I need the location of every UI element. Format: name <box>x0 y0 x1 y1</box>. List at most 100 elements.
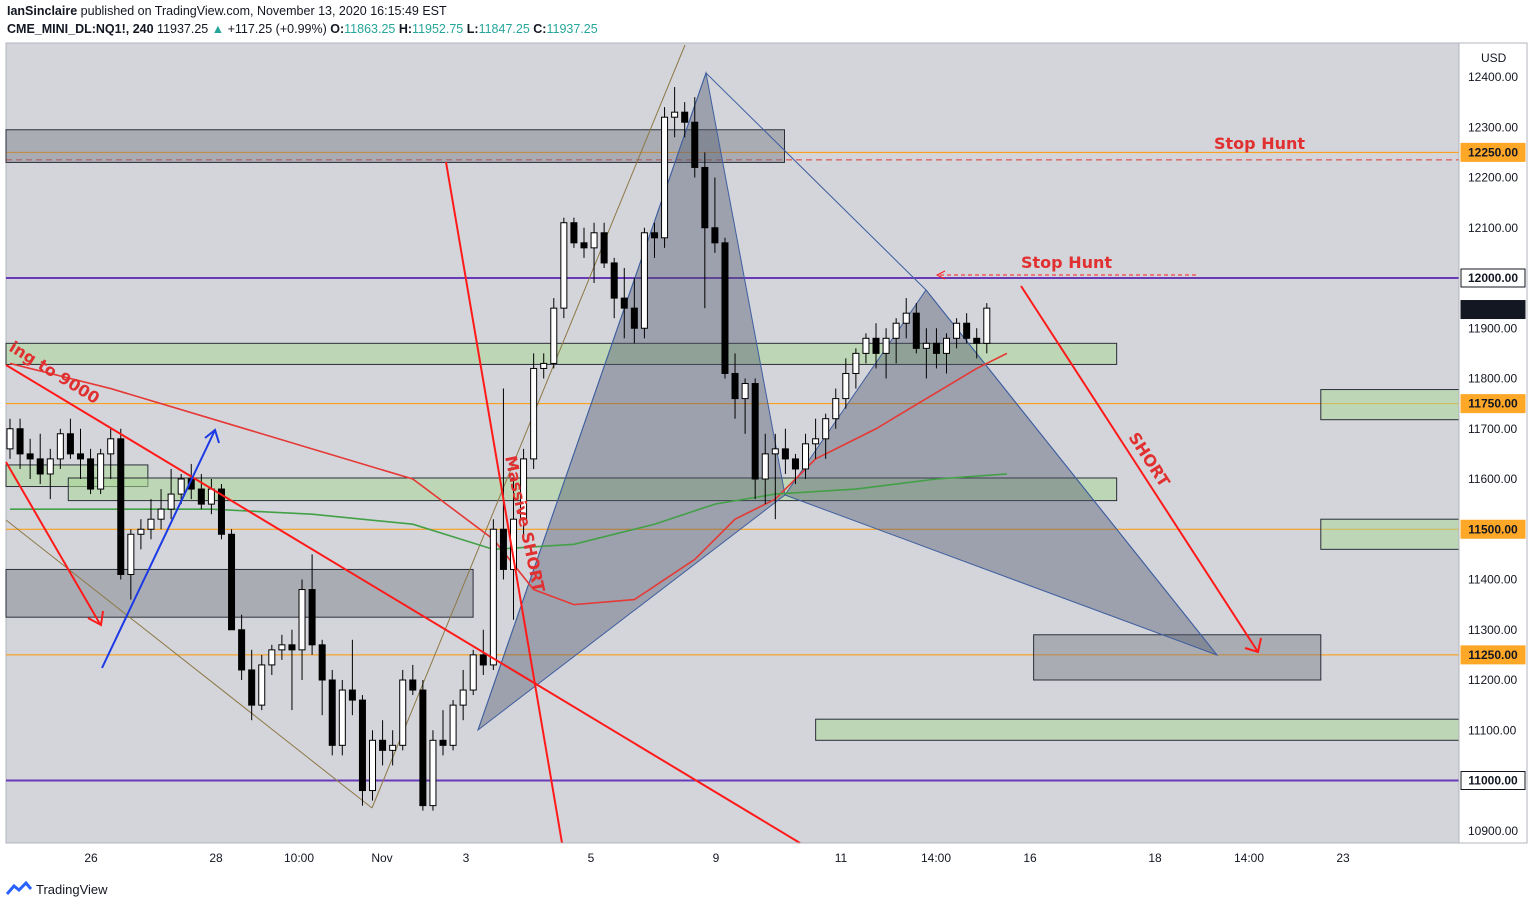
candle-62[interactable] <box>630 278 638 344</box>
supply-zone-0[interactable] <box>5 129 785 163</box>
symbol-label[interactable]: CME_MINI_DL:NQ1!, 240 <box>7 22 154 36</box>
candle-82[interactable] <box>832 388 840 429</box>
candle-66[interactable] <box>671 87 679 138</box>
candle-36[interactable] <box>369 730 377 801</box>
candle-58[interactable] <box>590 222 598 284</box>
candle-14[interactable] <box>147 499 155 540</box>
candle-72[interactable] <box>731 353 739 419</box>
candle-61[interactable] <box>620 267 628 339</box>
candle-63[interactable] <box>640 227 648 339</box>
candle-4[interactable] <box>46 448 54 500</box>
candle-94[interactable] <box>953 318 961 349</box>
candle-77[interactable] <box>781 428 789 474</box>
candle-6[interactable] <box>66 418 74 459</box>
candle-5[interactable] <box>56 428 64 469</box>
candle-44[interactable] <box>449 700 457 751</box>
candle-10[interactable] <box>107 428 115 479</box>
candle-23[interactable] <box>238 614 246 680</box>
candle-60[interactable] <box>610 257 618 319</box>
demand-zone-5[interactable] <box>67 477 1118 502</box>
candle-88[interactable] <box>892 318 900 364</box>
price-tag-0[interactable]: 12250.00 <box>1460 142 1526 162</box>
candle-9[interactable] <box>97 448 105 495</box>
candle-69[interactable] <box>701 152 709 309</box>
candle-89[interactable] <box>902 298 910 339</box>
candle-55[interactable] <box>560 217 568 319</box>
candle-64[interactable] <box>650 222 658 258</box>
candle-78[interactable] <box>791 453 799 485</box>
annotation-1[interactable]: Stop Hunt <box>1021 253 1112 272</box>
price-tag-4[interactable]: 11500.00 <box>1460 519 1526 539</box>
candle-79[interactable] <box>802 433 810 479</box>
candle-29[interactable] <box>298 579 306 681</box>
candle-96[interactable] <box>973 328 981 359</box>
candle-75[interactable] <box>761 433 769 505</box>
candle-68[interactable] <box>691 97 699 178</box>
candle-24[interactable] <box>248 649 256 721</box>
candle-90[interactable] <box>912 303 920 354</box>
candle-30[interactable] <box>308 554 316 655</box>
demand-zone-3[interactable] <box>5 342 1118 365</box>
candle-56[interactable] <box>570 217 578 248</box>
candle-95[interactable] <box>963 313 971 344</box>
blue-up-arrow-line[interactable] <box>101 429 216 669</box>
candle-87[interactable] <box>882 328 890 379</box>
demand-zone-7[interactable] <box>1320 518 1460 550</box>
candle-48[interactable] <box>489 519 497 670</box>
candle-53[interactable] <box>540 353 548 379</box>
candle-0[interactable] <box>6 418 14 459</box>
candle-74[interactable] <box>751 378 759 500</box>
candle-86[interactable] <box>872 323 880 369</box>
candle-12[interactable] <box>127 529 135 600</box>
candle-13[interactable] <box>137 519 145 550</box>
candle-22[interactable] <box>228 529 236 631</box>
candle-51[interactable] <box>520 448 528 540</box>
moving-average-line-0[interactable] <box>9 352 1008 606</box>
candle-80[interactable] <box>812 418 820 459</box>
harmonic-pattern-outline[interactable] <box>477 72 1218 731</box>
candle-39[interactable] <box>399 669 407 751</box>
trend-line-rising[interactable] <box>371 44 686 809</box>
candle-65[interactable] <box>661 107 669 248</box>
candle-40[interactable] <box>409 664 417 696</box>
candle-92[interactable] <box>932 328 940 369</box>
price-tag-6[interactable]: 11000.00 <box>1460 771 1526 790</box>
massive-short-line[interactable] <box>445 161 563 844</box>
price-tag-2[interactable]: 11937.25 <box>1460 300 1526 320</box>
price-axis[interactable] <box>1458 42 1528 844</box>
candle-26[interactable] <box>268 644 276 675</box>
candle-43[interactable] <box>439 710 447 756</box>
candle-16[interactable] <box>167 468 175 520</box>
candle-85[interactable] <box>862 333 870 364</box>
candle-42[interactable] <box>429 730 437 811</box>
candle-73[interactable] <box>741 378 749 434</box>
candle-11[interactable] <box>117 428 125 580</box>
candle-54[interactable] <box>550 298 558 369</box>
brand-name[interactable]: TradingView <box>36 881 108 897</box>
candle-7[interactable] <box>76 428 84 479</box>
candle-32[interactable] <box>328 669 336 756</box>
candle-33[interactable] <box>338 680 346 756</box>
candle-25[interactable] <box>258 654 266 711</box>
candle-45[interactable] <box>459 669 467 721</box>
candle-97[interactable] <box>983 303 991 354</box>
candle-91[interactable] <box>922 328 930 379</box>
candle-3[interactable] <box>36 433 44 485</box>
candle-2[interactable] <box>26 438 34 479</box>
demand-zone-6[interactable] <box>1320 389 1460 421</box>
candle-21[interactable] <box>217 484 225 540</box>
candle-38[interactable] <box>389 730 397 766</box>
demand-zone-8[interactable] <box>815 718 1460 741</box>
candle-37[interactable] <box>379 720 387 766</box>
candle-81[interactable] <box>822 413 830 459</box>
candle-28[interactable] <box>288 629 296 711</box>
price-tag-5[interactable]: 11250.00 <box>1460 645 1526 665</box>
annotation-0[interactable]: Stop Hunt <box>1214 134 1305 153</box>
author-name[interactable]: IanSinclaire <box>7 4 78 18</box>
candle-46[interactable] <box>469 649 477 696</box>
candle-59[interactable] <box>600 222 608 268</box>
candle-83[interactable] <box>842 358 850 409</box>
candle-27[interactable] <box>278 634 286 660</box>
short-arrow-line[interactable] <box>1020 285 1259 653</box>
